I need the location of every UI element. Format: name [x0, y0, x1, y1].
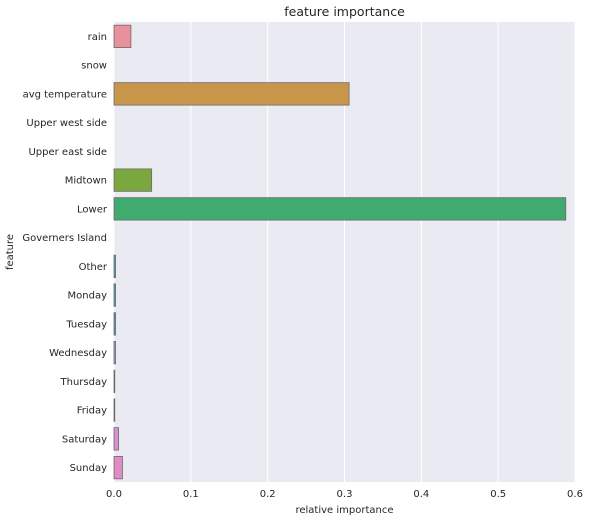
chart-title: feature importance — [284, 4, 405, 19]
y-tick-label: rain — [88, 32, 107, 43]
bar-lower — [113, 197, 567, 221]
bar-tuesday — [113, 312, 116, 336]
y-tick-label: Sunday — [70, 463, 107, 474]
x-tick-label: 0.1 — [183, 489, 199, 500]
y-tick-label: Tuesday — [65, 319, 107, 330]
x-tick-label: 0.0 — [106, 489, 122, 500]
y-tick-labels: rain snow avg temperature Upper west side Up… — [22, 32, 108, 474]
bar-midtown — [113, 168, 153, 192]
y-tick-label: Other — [79, 262, 108, 273]
bar-monday — [113, 283, 116, 307]
x-tick-label: 0.3 — [337, 489, 353, 500]
y-tick-label: avg temperature — [23, 89, 107, 100]
y-tick-label: Lower — [77, 204, 108, 215]
bar-wednesday — [113, 341, 116, 365]
bars — [113, 24, 567, 480]
y-tick-label: Friday — [77, 406, 107, 417]
bar-friday — [113, 398, 116, 422]
y-axis-label: feature — [5, 234, 16, 270]
y-tick-label: snow — [81, 61, 107, 72]
x-tick-label: 0.4 — [413, 489, 429, 500]
y-tick-label: Wednesday — [49, 348, 107, 359]
bar-thursday — [113, 369, 116, 393]
y-tick-label: Upper east side — [28, 147, 107, 158]
y-tick-label: Saturday — [62, 434, 107, 445]
x-tick-label: 0.2 — [260, 489, 276, 500]
y-tick-label: Governers Island — [22, 233, 107, 244]
x-tick-labels: 0.0 0.1 0.2 0.3 0.4 0.5 0.6 — [106, 489, 583, 500]
bar-other — [113, 254, 116, 278]
bar-sunday — [113, 456, 123, 480]
y-tick-label: Midtown — [65, 176, 107, 187]
bar-rain — [113, 24, 132, 48]
x-tick-label: 0.5 — [490, 489, 506, 500]
bar-saturday — [113, 427, 120, 451]
y-tick-label: Thursday — [60, 377, 108, 388]
y-tick-label: Monday — [68, 291, 108, 302]
x-axis-label: relative importance — [295, 505, 393, 516]
bar-avg-temperature — [113, 82, 350, 106]
x-tick-label: 0.6 — [567, 489, 583, 500]
y-tick-label: Upper west side — [26, 118, 107, 129]
